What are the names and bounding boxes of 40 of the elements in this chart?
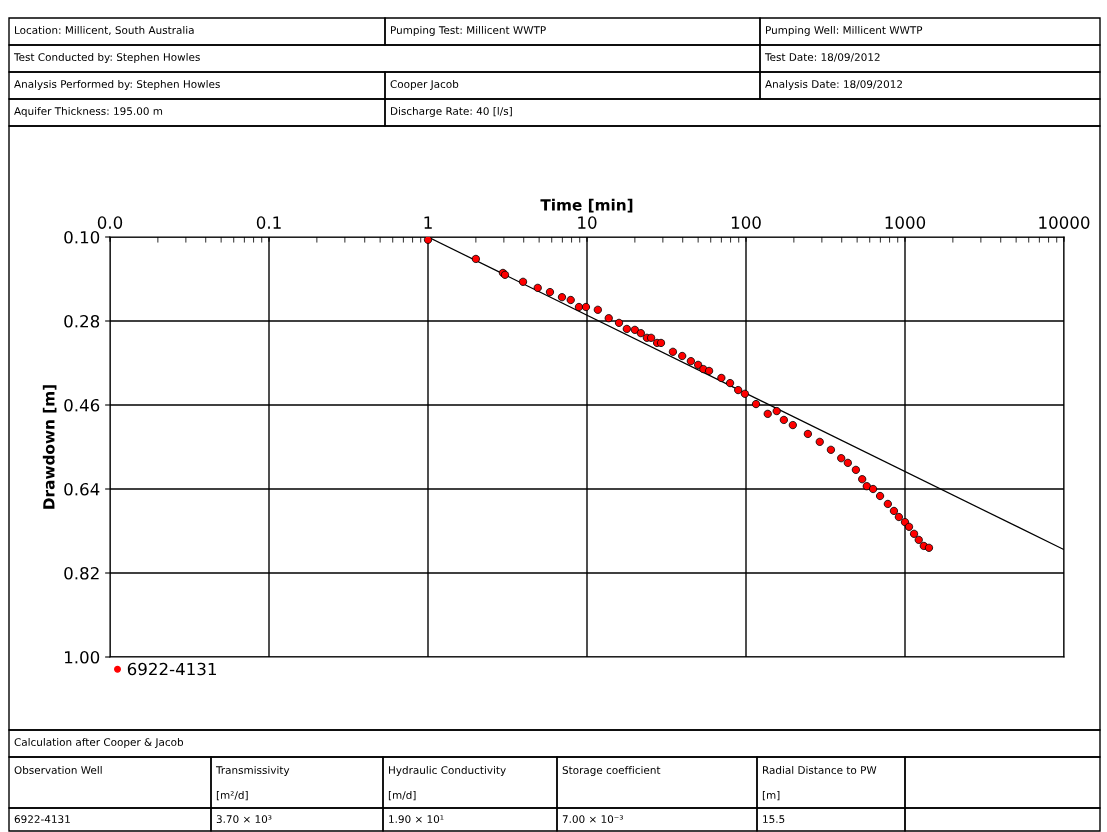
y-tick-label: 0.28 [64, 314, 100, 328]
x-tick-label: 100 [731, 216, 761, 229]
text: 7.00 × 10⁻³ [562, 815, 623, 824]
y-tick-label: 0.10 [64, 230, 100, 244]
y-tick-label: 0.46 [64, 398, 100, 412]
text: Discharge Rate: 40 [l/s] [391, 106, 512, 118]
text: 6922-4131 [14, 815, 70, 824]
text: 3.70 × 10³ [216, 815, 272, 824]
text: Pumping Test: Millicent WWTP [391, 25, 546, 37]
text: 1.90 × 10¹ [389, 815, 444, 824]
text: Storage coefficient [562, 765, 661, 777]
text: Calculation after Cooper & Jacob [14, 737, 184, 749]
text: Observation Well [14, 765, 102, 775]
y-tick-label: 1.00 [65, 650, 100, 664]
text: Location: Millicent, South Australia [15, 25, 194, 36]
y-axis-title: Drawdown [m] [42, 385, 57, 509]
text: Test Conducted by: Stephen Howles [13, 52, 200, 64]
text: 15.5 [763, 815, 785, 824]
text: Transmissivity [215, 765, 290, 777]
text: [m/d] [388, 790, 416, 801]
x-tick-label: 1 [424, 216, 432, 229]
text: Analysis Performed by: Stephen Howles [14, 79, 220, 91]
text: Aquifer Thickness: 195.00 m [14, 106, 163, 118]
text: Cooper Jacob [390, 79, 459, 91]
x-axis-title: Time [min] [540, 198, 633, 213]
text: Hydraulic Conductivity [389, 765, 506, 777]
x-tick-label: 10000 [1039, 216, 1090, 229]
text: [m²/d] [216, 790, 248, 801]
x-tick-label: 1000 [885, 216, 926, 229]
y-tick-label: 0.82 [64, 566, 99, 580]
x-tick-label: 0.1 [256, 216, 281, 229]
x-tick-label: 10 [578, 216, 597, 229]
text: Analysis Date: 18/09/2012 [765, 79, 902, 91]
text: Radial Distance to PW [763, 765, 877, 775]
x-tick-label: 0.0 [97, 216, 123, 229]
y-tick-label: 0.64 [64, 482, 100, 496]
text: Pumping Well: Millicent WWTP [766, 25, 923, 37]
legend-label: 6922-4131 [127, 662, 216, 676]
text: [m] [762, 790, 780, 801]
text: Test Date: 18/09/2012 [764, 53, 880, 62]
